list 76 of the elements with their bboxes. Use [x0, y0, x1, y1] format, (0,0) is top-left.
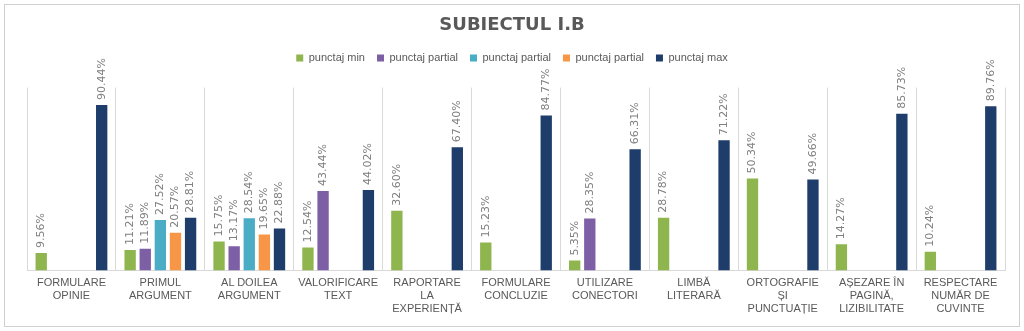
- bar: [924, 251, 936, 271]
- bar: [273, 228, 286, 271]
- bar: [480, 242, 492, 271]
- bar: [96, 105, 108, 271]
- bar: [657, 217, 670, 271]
- legend-label: punctaj partial: [389, 51, 458, 64]
- bar: [213, 241, 225, 271]
- data-label: 15.23%: [478, 195, 492, 238]
- x-tick-label: RESPECTARE NUMĂR DE CUVINTE: [923, 276, 998, 315]
- bar: [540, 115, 552, 271]
- bar: [258, 234, 271, 271]
- data-label: 44.02%: [361, 142, 375, 185]
- legend-label: punctaj partial: [575, 51, 644, 64]
- bar: [154, 220, 167, 271]
- data-label: 32.60%: [389, 163, 403, 206]
- legend-label: punctaj max: [668, 51, 729, 64]
- data-label: 11.21%: [122, 202, 136, 245]
- data-label: 20.57%: [168, 185, 182, 228]
- bar: [391, 210, 403, 271]
- legend-label: punctaj partial: [482, 51, 551, 64]
- bar: [35, 252, 47, 271]
- bar: [139, 248, 151, 271]
- bar: [985, 106, 997, 271]
- data-label: 50.34%: [745, 131, 759, 174]
- data-label: 71.22%: [716, 93, 730, 136]
- data-label: 28.35%: [582, 171, 596, 214]
- data-label: 90.44%: [94, 58, 108, 101]
- bar: [302, 247, 314, 271]
- bar: [629, 149, 641, 271]
- x-tick-label: PRIMUL ARGUMENT: [128, 276, 193, 302]
- bar: [124, 249, 136, 271]
- data-label: 28.81%: [183, 170, 197, 213]
- data-label: 49.66%: [805, 132, 819, 175]
- x-tick-label: UTILIZARE CONECTORI: [572, 276, 638, 302]
- bar: [169, 232, 182, 271]
- chart-title: SUBIECTUL I.B: [439, 13, 585, 35]
- data-label: 89.76%: [983, 59, 997, 102]
- bar: [451, 147, 463, 271]
- data-label: 12.54%: [300, 200, 314, 243]
- x-tick-label: AȘEZARE ÎN PAGINĂ, LIZIBILITATE: [838, 276, 905, 315]
- bar: [317, 190, 329, 271]
- bar: [184, 217, 197, 271]
- data-label: 15.75%: [211, 194, 225, 237]
- x-tick-label: AL DOILEA ARGUMENT: [217, 276, 282, 302]
- bar: [807, 179, 819, 271]
- data-label: 28.54%: [242, 171, 256, 214]
- x-tick-label: FORMULARE CONCLUZIE: [481, 276, 551, 302]
- bar: [584, 218, 596, 271]
- data-label: 19.65%: [257, 187, 271, 230]
- data-label: 9.56%: [34, 212, 48, 248]
- data-label: 85.73%: [894, 66, 908, 109]
- x-tick-label: ORTOGRAFIE ȘI PUNCTUAȚIE: [746, 276, 819, 315]
- data-label: 11.89%: [138, 201, 152, 244]
- data-label: 28.78%: [656, 170, 670, 213]
- legend-label: punctaj min: [308, 51, 366, 64]
- data-label: 27.52%: [153, 173, 167, 216]
- x-tick-label: RAPORTARE LA EXPERIENȚĂ: [392, 276, 463, 315]
- bar: [746, 178, 759, 271]
- bar: [896, 113, 908, 271]
- bar: [362, 189, 375, 271]
- data-label: 14.27%: [834, 197, 848, 240]
- data-label: 67.40%: [450, 100, 464, 143]
- data-label: 43.44%: [315, 144, 329, 186]
- bar: [718, 140, 730, 271]
- data-label: 13.17%: [227, 199, 241, 242]
- data-label: 84.77%: [539, 68, 553, 111]
- data-label: 22.88%: [272, 181, 286, 224]
- x-tick-label: FORMULARE OPINIE: [36, 276, 106, 302]
- bar: [243, 218, 255, 271]
- data-label: 66.31%: [628, 102, 641, 145]
- data-label: 10.24%: [923, 204, 937, 247]
- bar: [835, 244, 848, 271]
- x-tick-label: LIMBĂ LITERARĂ: [666, 276, 722, 302]
- x-tick-label: VALORIFICARE TEXT: [298, 276, 379, 302]
- data-label: 5.35%: [567, 220, 581, 256]
- bar: [228, 246, 240, 271]
